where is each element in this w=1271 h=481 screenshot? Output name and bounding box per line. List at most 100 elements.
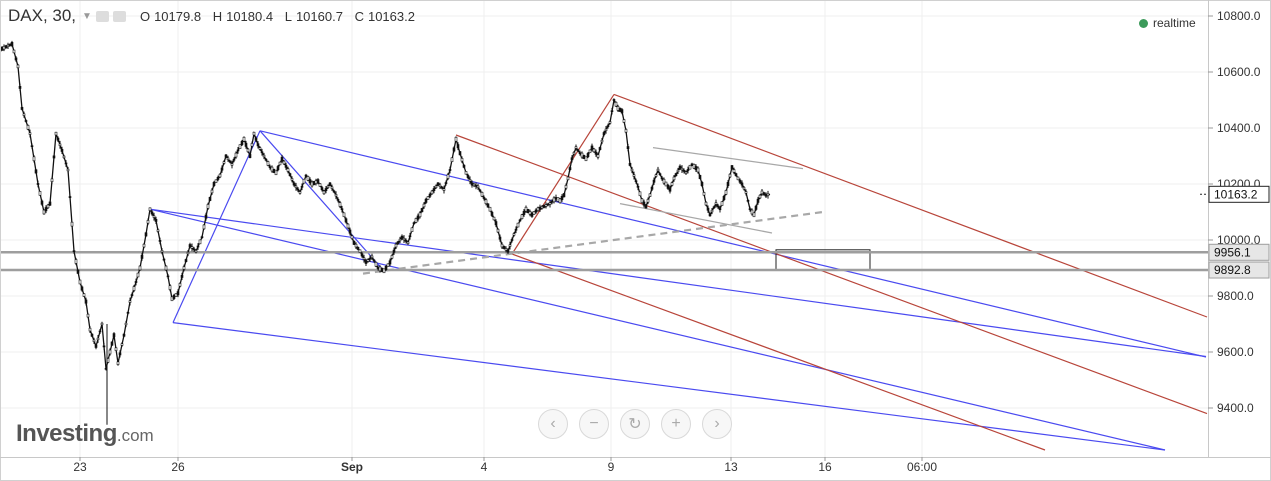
x-tick-label: 26 — [171, 460, 185, 474]
scroll-right-button[interactable]: › — [702, 409, 732, 439]
candle-body — [202, 224, 206, 230]
candle-body — [608, 121, 612, 124]
candle-body — [704, 201, 708, 206]
candle-body — [374, 262, 378, 267]
zoom-out-button[interactable]: − — [579, 409, 609, 439]
candle-body — [732, 169, 736, 173]
candle-body — [668, 187, 672, 192]
candle-body — [288, 173, 292, 177]
candle-body — [444, 182, 448, 184]
candle-body — [150, 211, 154, 215]
candle-body — [658, 173, 662, 176]
candle-body — [722, 196, 726, 200]
candle-body — [594, 151, 598, 155]
candle-body — [52, 155, 56, 159]
candle-body — [424, 198, 428, 203]
candle-body — [90, 333, 94, 337]
candle-body — [144, 232, 148, 237]
candle-body — [362, 257, 366, 260]
candle-body — [206, 204, 210, 209]
candle-body — [434, 185, 438, 188]
candle-body — [30, 145, 34, 148]
candle-body — [472, 183, 476, 187]
zoom-in-button[interactable]: + — [661, 409, 691, 439]
candle-body — [488, 206, 492, 212]
eye-icon[interactable] — [95, 10, 109, 22]
realtime-indicator: realtime — [1139, 16, 1196, 30]
candle-body — [170, 296, 174, 302]
candle-body — [670, 182, 674, 186]
candle-body — [360, 253, 364, 257]
candle-body — [738, 179, 742, 183]
candle-body — [448, 169, 452, 171]
candle-body — [286, 168, 290, 172]
candle-body — [486, 203, 490, 208]
y-tick-label: 10800.0 — [1217, 9, 1261, 23]
candle-body — [684, 171, 688, 174]
symbol-label[interactable]: DAX, 30, — [8, 6, 77, 25]
candle-body — [146, 220, 150, 224]
candle-body — [708, 213, 712, 217]
candle-body — [398, 238, 402, 242]
candle-body — [316, 179, 320, 184]
candle-body — [746, 199, 750, 202]
candle-body — [370, 255, 374, 258]
candle-body — [192, 248, 196, 251]
settings-icon[interactable] — [112, 10, 126, 22]
level-price-tag: 9892.8 — [1214, 263, 1251, 277]
candle-body — [576, 149, 580, 152]
candle-body — [32, 156, 36, 162]
candle-body — [182, 266, 186, 270]
candle-body — [408, 235, 412, 238]
candle-body — [226, 157, 230, 160]
realtime-label: realtime — [1153, 16, 1196, 30]
scroll-left-button[interactable]: ‹ — [538, 409, 568, 439]
candle-body — [50, 178, 54, 182]
candle-body — [252, 131, 256, 136]
candle-body — [700, 182, 704, 186]
candle-body — [622, 119, 626, 123]
candle-body — [382, 268, 386, 274]
candle-body — [100, 322, 104, 326]
candle-body — [386, 263, 390, 267]
candle-body — [120, 343, 124, 346]
candle-body — [680, 167, 684, 171]
candle-body — [596, 154, 600, 158]
candle-body — [190, 246, 194, 249]
chevron-down-icon[interactable]: ▼ — [82, 10, 92, 22]
candle-body — [662, 178, 666, 184]
candle-body — [6, 44, 10, 48]
candle-body — [128, 300, 132, 303]
candle-body — [432, 188, 436, 192]
candle-body — [8, 44, 12, 46]
candle-body — [254, 137, 258, 141]
blue-pitchfork-line — [149, 208, 1166, 451]
candle-body — [430, 190, 434, 195]
candle-body — [290, 178, 294, 181]
candle-body — [346, 223, 350, 229]
red-pitchfork-line — [511, 253, 1046, 451]
candle-body — [440, 186, 444, 189]
candle-body — [234, 152, 238, 158]
candle-body — [390, 255, 394, 259]
candle-body — [636, 185, 640, 188]
candle-body — [504, 248, 508, 251]
candle-body — [436, 182, 440, 186]
candle-body — [304, 174, 308, 177]
candle-body — [530, 212, 534, 217]
candle-body — [196, 245, 200, 248]
y-tick-label: 10400.0 — [1217, 121, 1261, 135]
candle-body — [702, 192, 706, 196]
candle-body — [446, 174, 450, 179]
open-key: O — [139, 8, 151, 24]
candle-body — [628, 162, 632, 166]
candle-body — [258, 147, 262, 150]
reset-view-button[interactable]: ↻ — [620, 409, 650, 439]
candle-body — [344, 218, 348, 223]
candle-body — [38, 191, 42, 196]
candle-body — [632, 174, 636, 177]
candle-body — [298, 191, 302, 194]
candle-body — [492, 216, 496, 221]
candle-body — [654, 174, 658, 177]
